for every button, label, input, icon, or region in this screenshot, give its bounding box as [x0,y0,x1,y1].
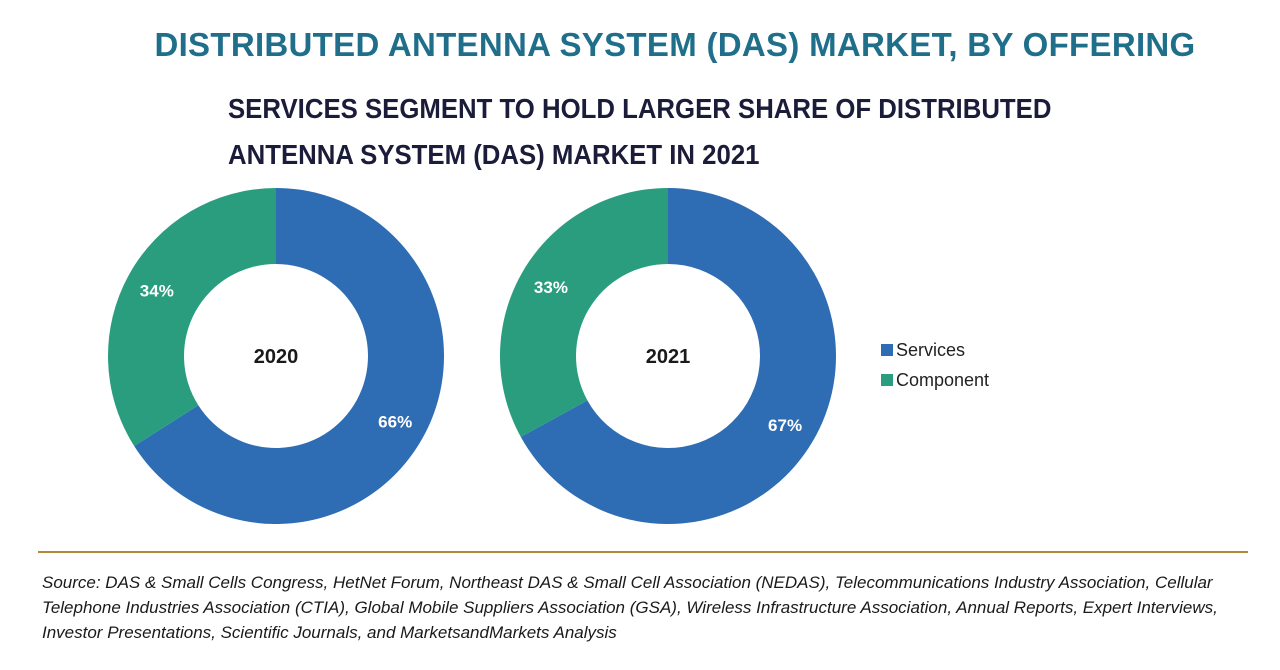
slice-label-2020-component: 34% [140,281,174,300]
legend-label-component: Component [896,370,989,390]
chart-title: DISTRIBUTED ANTENNA SYSTEM (DAS) MARKET,… [154,26,1196,63]
source-note: Source: DAS & Small Cells Congress, HetN… [42,573,1218,642]
slice-2020-services [134,188,445,524]
center-label-2020: 2020 [254,346,299,368]
divider-rule [38,551,1248,553]
slice-label-2020-services: 66% [378,413,412,432]
donut-2021: 67% 33% 2021 [499,188,837,524]
chart-subtitle: SERVICES SEGMENT TO HOLD LARGER SHARE OF… [228,93,1052,170]
donut-charts: 66% 34% 2020 67% 33% 2021 Services Component [108,188,989,524]
legend-swatch-component [881,374,893,386]
legend: Services Component [881,340,989,390]
legend-swatch-services [881,344,893,356]
slice-2021-component [499,188,668,437]
slice-2020-component [108,188,277,447]
donut-2020: 66% 34% 2020 [108,188,445,524]
slice-2021-services [520,188,837,524]
slice-label-2021-services: 67% [768,416,802,435]
slice-label-2021-component: 33% [534,278,568,297]
legend-label-services: Services [896,340,965,360]
center-label-2021: 2021 [646,346,691,368]
